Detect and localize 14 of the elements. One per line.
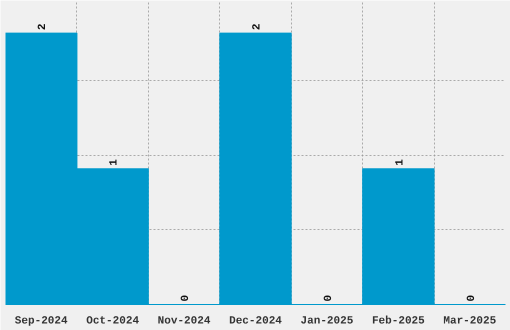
data-label: 2	[252, 23, 264, 30]
data-label: 1	[394, 158, 406, 166]
data-label: 1	[108, 158, 121, 166]
x-tick-label: Mar-2025	[443, 316, 497, 328]
data-label: 0	[466, 294, 478, 302]
x-tick-label: Dec-2024	[229, 316, 282, 328]
x-tick-label: Oct-2024	[86, 316, 140, 328]
x-tick-label: Jan-2025	[300, 316, 354, 328]
data-label: 0	[180, 294, 192, 302]
x-tick-label: Feb-2025	[372, 316, 426, 328]
x-tick-label: Sep-2024	[14, 316, 68, 328]
x-tick-label: Nov-2024	[158, 316, 211, 328]
data-label: 2	[37, 23, 50, 30]
data-label: 0	[322, 294, 335, 302]
